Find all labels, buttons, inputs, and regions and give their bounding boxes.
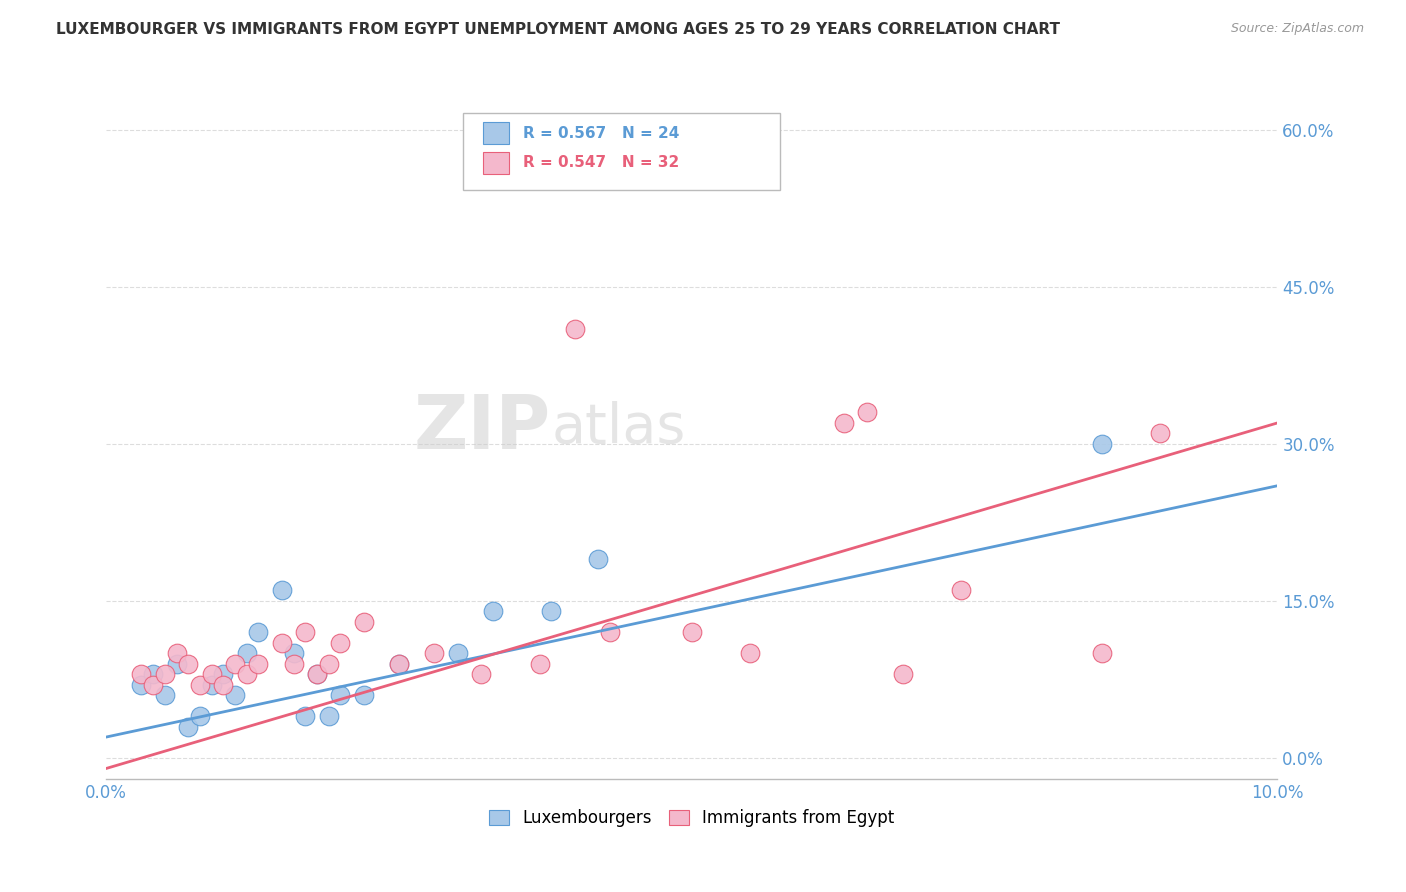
Point xyxy=(540,604,562,618)
Text: atlas: atlas xyxy=(551,401,686,455)
Point xyxy=(446,646,468,660)
Point xyxy=(224,657,246,671)
Point xyxy=(212,667,235,681)
Point xyxy=(283,646,305,660)
Point xyxy=(318,657,340,671)
Point xyxy=(236,646,259,660)
Text: R = 0.567   N = 24: R = 0.567 N = 24 xyxy=(523,126,679,141)
Point xyxy=(564,322,586,336)
Point xyxy=(305,667,328,681)
Point xyxy=(131,678,153,692)
Point xyxy=(294,709,316,723)
Point xyxy=(166,657,188,671)
Point xyxy=(481,604,503,618)
Text: ZIP: ZIP xyxy=(413,392,551,465)
Point xyxy=(586,552,609,566)
Point xyxy=(470,667,492,681)
Point xyxy=(188,678,211,692)
Point xyxy=(247,657,270,671)
Point xyxy=(329,688,352,702)
Text: Source: ZipAtlas.com: Source: ZipAtlas.com xyxy=(1230,22,1364,36)
Point xyxy=(388,657,411,671)
Text: R = 0.547   N = 32: R = 0.547 N = 32 xyxy=(523,155,679,170)
Legend: Luxembourgers, Immigrants from Egypt: Luxembourgers, Immigrants from Egypt xyxy=(482,803,901,834)
Point xyxy=(832,416,855,430)
Point xyxy=(247,625,270,640)
Point xyxy=(271,636,294,650)
Point xyxy=(1091,646,1114,660)
Point xyxy=(740,646,762,660)
Point xyxy=(388,657,411,671)
Point xyxy=(1149,426,1171,441)
FancyBboxPatch shape xyxy=(464,112,780,190)
Point xyxy=(177,720,200,734)
Point xyxy=(305,667,328,681)
Point xyxy=(142,678,165,692)
Point xyxy=(201,667,224,681)
Point xyxy=(271,583,294,598)
Point xyxy=(950,583,973,598)
Point xyxy=(188,709,211,723)
Point xyxy=(142,667,165,681)
Point xyxy=(353,688,375,702)
FancyBboxPatch shape xyxy=(484,152,509,174)
Point xyxy=(423,646,446,660)
Point xyxy=(236,667,259,681)
Point xyxy=(294,625,316,640)
Point xyxy=(283,657,305,671)
Point xyxy=(318,709,340,723)
Point xyxy=(153,667,176,681)
Point xyxy=(201,678,224,692)
Text: LUXEMBOURGER VS IMMIGRANTS FROM EGYPT UNEMPLOYMENT AMONG AGES 25 TO 29 YEARS COR: LUXEMBOURGER VS IMMIGRANTS FROM EGYPT UN… xyxy=(56,22,1060,37)
Point xyxy=(681,625,703,640)
Point xyxy=(166,646,188,660)
Point xyxy=(891,667,914,681)
Point xyxy=(1091,437,1114,451)
FancyBboxPatch shape xyxy=(484,122,509,145)
Point xyxy=(329,636,352,650)
Point xyxy=(599,625,621,640)
Point xyxy=(856,405,879,419)
Point xyxy=(212,678,235,692)
Point xyxy=(224,688,246,702)
Point xyxy=(353,615,375,629)
Point xyxy=(529,657,551,671)
Point xyxy=(153,688,176,702)
Point xyxy=(131,667,153,681)
Point xyxy=(177,657,200,671)
